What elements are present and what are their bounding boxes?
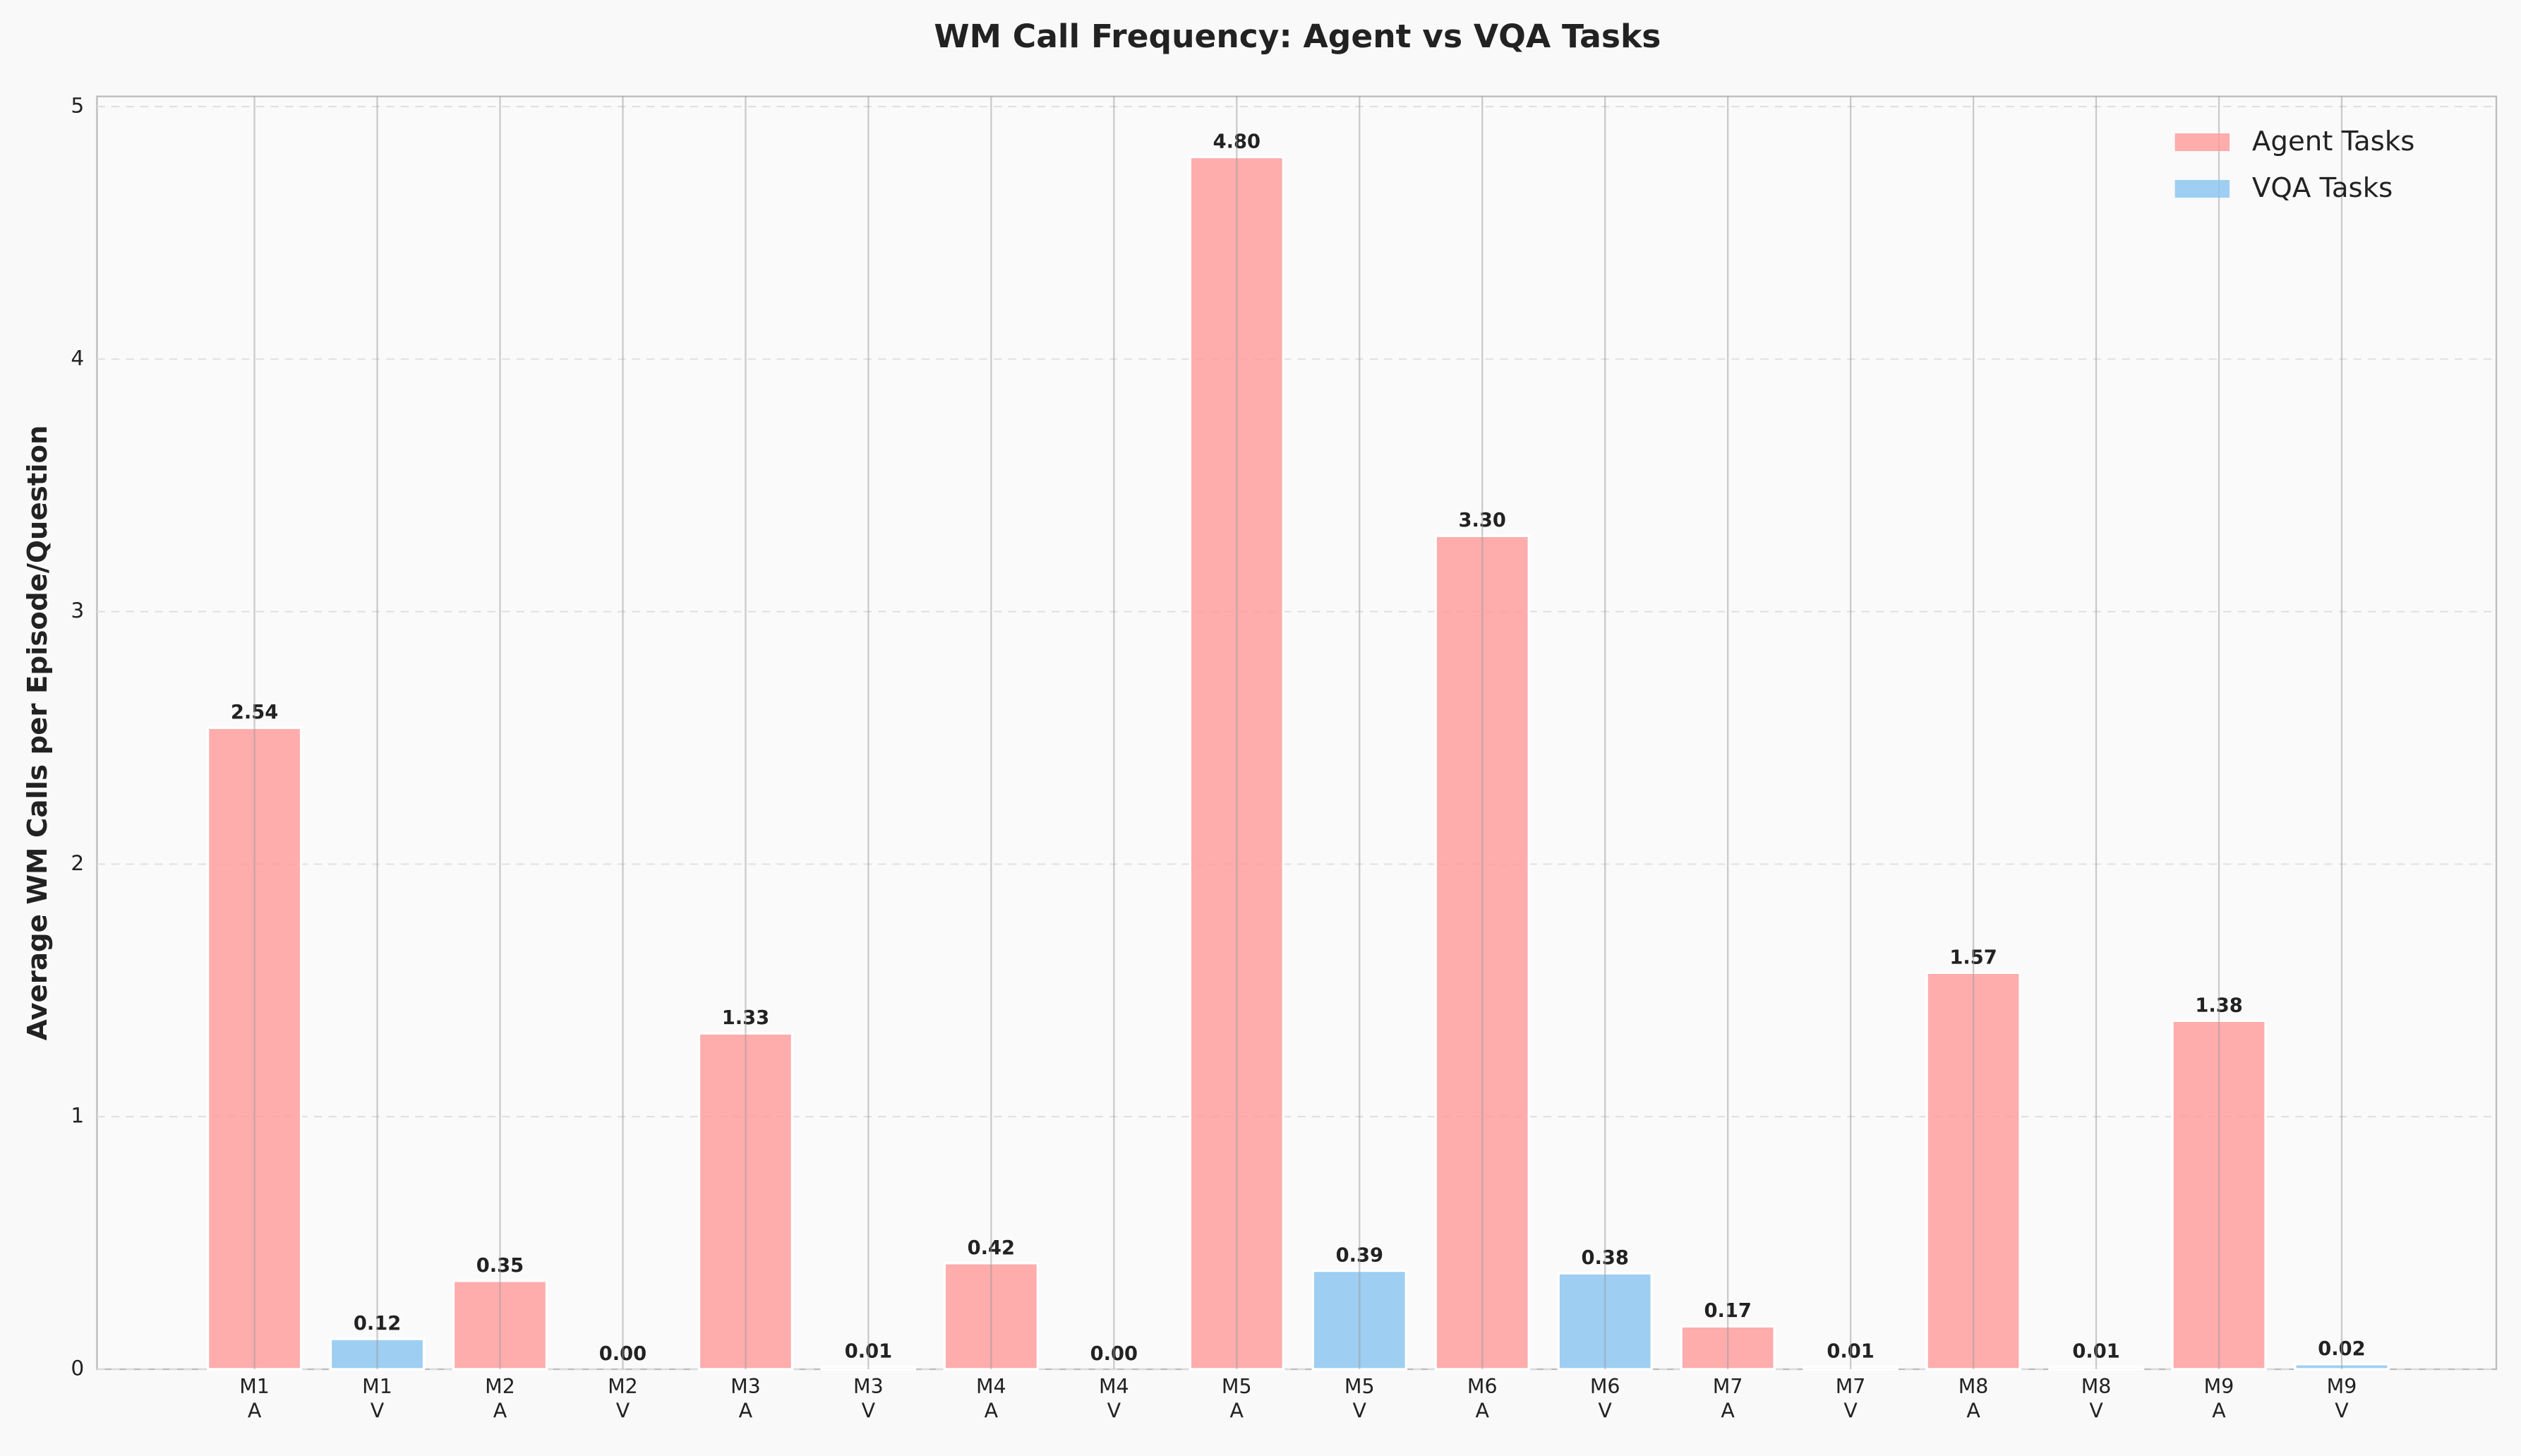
chart-title: WM Call Frequency: Agent vs VQA Tasks — [934, 18, 1661, 55]
y-tick-label: 1 — [71, 1104, 84, 1128]
x-tick-label: M8 V — [2081, 1373, 2112, 1423]
x-tick-label: M2 V — [608, 1373, 638, 1423]
y-tick-label: 0 — [71, 1356, 84, 1380]
legend-swatch — [2174, 133, 2230, 152]
x-tick-label: M1 V — [362, 1373, 392, 1423]
x-tick-label-box: M9 A — [2203, 1373, 2234, 1423]
x-tick-label: M4 V — [1098, 1373, 1129, 1423]
x-tick-label: M5 A — [1221, 1373, 1252, 1423]
x-tick-label-box: M2 V — [608, 1373, 638, 1423]
legend-label: Agent Tasks — [2252, 126, 2414, 157]
x-tick-label: M6 A — [1467, 1373, 1498, 1423]
x-tick-label-box: M1 A — [239, 1373, 270, 1423]
x-tick-label: M1 A — [239, 1373, 270, 1423]
x-tick-label-box: M8 A — [1958, 1373, 1989, 1423]
x-tick-label-box: M4 A — [975, 1373, 1006, 1423]
x-tick-label: M7 A — [1712, 1373, 1743, 1423]
x-tick-label: M8 A — [1958, 1373, 1989, 1423]
x-tick-label: M2 A — [485, 1373, 515, 1423]
x-tick-label-box: M8 V — [2081, 1373, 2112, 1423]
x-tick-label-box: M7 V — [1835, 1373, 1866, 1423]
plot-area — [96, 95, 2498, 1371]
x-tick-label-box: M1 V — [362, 1373, 392, 1423]
y-tick-label: 5 — [71, 93, 84, 117]
x-tick-label-box: M6 V — [1589, 1373, 1620, 1423]
x-tick-label-box: M2 A — [485, 1373, 515, 1423]
y-axis-label: Average WM Calls per Episode/Question — [22, 425, 54, 1040]
x-tick-label: M9 A — [2203, 1373, 2234, 1423]
x-tick-label: M7 V — [1835, 1373, 1866, 1423]
x-tick-label: M4 A — [975, 1373, 1006, 1423]
x-tick-label: M9 V — [2326, 1373, 2357, 1423]
x-tick-label-box: M5 V — [1344, 1373, 1375, 1423]
y-tick-label: 4 — [71, 346, 84, 370]
x-tick-label: M5 V — [1344, 1373, 1375, 1423]
legend-swatch — [2174, 180, 2230, 198]
x-tick-label-box: M9 V — [2326, 1373, 2357, 1423]
x-tick-label-box: M4 V — [1098, 1373, 1129, 1423]
x-tick-label-box: M3 V — [853, 1373, 884, 1423]
y-tick-label: 3 — [71, 598, 84, 622]
x-tick-label-box: M5 A — [1221, 1373, 1252, 1423]
x-tick-label-box: M7 A — [1712, 1373, 1743, 1423]
legend-label: VQA Tasks — [2252, 172, 2393, 204]
x-tick-label-box: M6 A — [1467, 1373, 1498, 1423]
x-tick-label: M6 V — [1589, 1373, 1620, 1423]
x-tick-label-box: M3 A — [730, 1373, 761, 1423]
x-tick-label: M3 V — [853, 1373, 884, 1423]
y-tick-label: 2 — [71, 851, 84, 875]
x-tick-label: M3 A — [730, 1373, 761, 1423]
